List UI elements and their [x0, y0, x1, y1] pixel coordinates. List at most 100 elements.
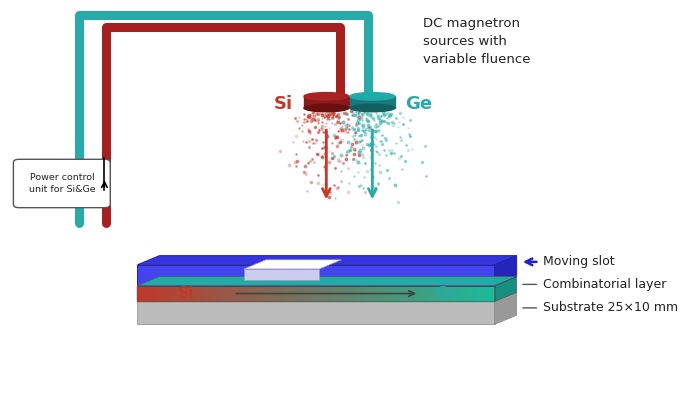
Bar [187, 286, 191, 301]
Text: Moving slot: Moving slot [543, 255, 614, 269]
Bar [473, 286, 477, 301]
Polygon shape [495, 276, 517, 301]
Bar [245, 286, 249, 301]
Bar [262, 286, 267, 301]
FancyBboxPatch shape [13, 159, 111, 208]
Bar [182, 286, 187, 301]
Bar [477, 286, 481, 301]
Bar [401, 286, 405, 301]
Bar [482, 286, 486, 301]
Bar [294, 286, 298, 301]
Polygon shape [495, 292, 517, 324]
Polygon shape [137, 256, 517, 265]
Bar [232, 286, 236, 301]
Text: Power control
unit for Si&Ge: Power control unit for Si&Ge [29, 173, 95, 194]
Polygon shape [244, 269, 319, 280]
Bar [302, 286, 307, 301]
Polygon shape [137, 292, 517, 301]
Text: Si: Si [177, 286, 194, 301]
Ellipse shape [350, 93, 395, 100]
Bar [236, 286, 240, 301]
Ellipse shape [350, 104, 395, 112]
Bar [418, 286, 423, 301]
Bar [352, 286, 356, 301]
Bar [173, 286, 177, 301]
Bar [276, 286, 280, 301]
Bar [191, 286, 196, 301]
Bar [405, 286, 409, 301]
Bar [334, 286, 338, 301]
Bar [348, 286, 352, 301]
Bar [455, 286, 459, 301]
Bar [169, 286, 173, 301]
Bar [205, 286, 209, 301]
Bar [213, 286, 218, 301]
Bar [365, 286, 370, 301]
Bar [137, 286, 142, 301]
Bar [392, 286, 396, 301]
Bar [446, 286, 450, 301]
Bar [267, 286, 271, 301]
Bar [491, 286, 495, 301]
Text: Substrate 25×10 mm: Substrate 25×10 mm [543, 301, 678, 314]
Bar [437, 286, 441, 301]
Bar [218, 286, 223, 301]
Bar [343, 286, 347, 301]
Bar [249, 286, 254, 301]
Bar [137, 286, 495, 301]
Bar [432, 286, 437, 301]
Bar [468, 286, 473, 301]
Bar [177, 286, 182, 301]
Bar [280, 286, 285, 301]
Bar [374, 286, 379, 301]
Bar [464, 286, 468, 301]
Bar [414, 286, 418, 301]
Bar [304, 96, 349, 108]
Bar [142, 286, 146, 301]
Bar [285, 286, 289, 301]
Bar [423, 286, 427, 301]
Bar [383, 286, 387, 301]
Bar [409, 286, 414, 301]
Bar [361, 286, 365, 301]
Bar [370, 286, 374, 301]
Bar [196, 286, 200, 301]
Bar [160, 286, 164, 301]
Bar [298, 286, 302, 301]
Bar [325, 286, 330, 301]
Bar [307, 286, 312, 301]
Bar [258, 286, 262, 301]
Text: Ge: Ge [435, 286, 458, 301]
Ellipse shape [304, 104, 348, 112]
Bar [350, 96, 395, 108]
Bar [146, 286, 151, 301]
Bar [338, 286, 343, 301]
Bar [486, 286, 491, 301]
Bar [209, 286, 213, 301]
Bar [387, 286, 392, 301]
Bar [357, 286, 361, 301]
Bar [396, 286, 401, 301]
Bar [223, 286, 227, 301]
Text: Ge: Ge [405, 95, 432, 113]
Text: Combinatorial layer: Combinatorial layer [543, 278, 666, 291]
Bar [427, 286, 432, 301]
Bar [330, 286, 334, 301]
Bar [155, 286, 159, 301]
Bar [227, 286, 231, 301]
Polygon shape [137, 265, 495, 286]
Polygon shape [137, 301, 495, 324]
Bar [254, 286, 258, 301]
Ellipse shape [304, 93, 348, 100]
Bar [240, 286, 245, 301]
Bar [289, 286, 294, 301]
Bar [441, 286, 446, 301]
Polygon shape [495, 256, 517, 286]
Bar [164, 286, 169, 301]
Bar [450, 286, 455, 301]
Bar [200, 286, 205, 301]
Text: DC magnetron
sources with
variable fluence: DC magnetron sources with variable fluen… [423, 17, 530, 66]
Bar [320, 286, 325, 301]
Bar [151, 286, 155, 301]
Bar [312, 286, 316, 301]
